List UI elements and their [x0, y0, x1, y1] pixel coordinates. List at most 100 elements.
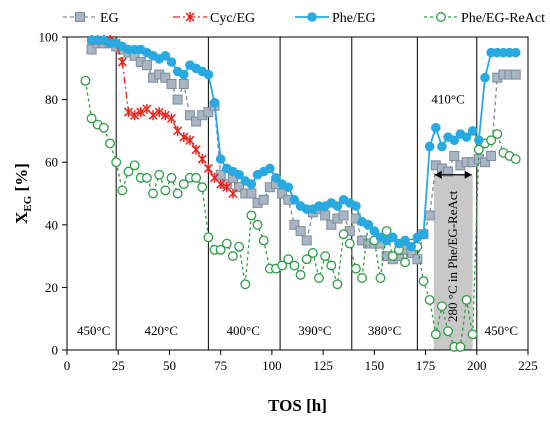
shading-layer	[433, 174, 473, 350]
data-point-phe-eg-react	[258, 235, 269, 246]
data-point-eg	[234, 182, 245, 193]
data-point-phe-eg-react	[148, 188, 159, 199]
temperature-label: 450°C	[77, 323, 110, 338]
data-point-phe-eg	[437, 141, 447, 152]
data-point-phe-eg-react	[178, 179, 189, 190]
data-point-eg	[443, 166, 454, 177]
data-point-phe-eg	[265, 163, 275, 174]
data-point-eg	[160, 72, 171, 83]
data-point-phe-eg	[166, 57, 177, 67]
data-point-phe-eg	[400, 235, 410, 246]
data-point-phe-eg-react	[338, 229, 349, 240]
y-axis-title: XEG [%]	[12, 163, 34, 224]
data-point-phe-eg-react	[117, 185, 128, 196]
data-point-cyc-eg	[154, 107, 164, 118]
data-point-phe-eg-react	[197, 182, 208, 193]
shaded-region	[433, 174, 473, 350]
data-point-phe-eg	[215, 154, 226, 164]
data-point-cyc-eg	[136, 107, 146, 118]
y-axis-title-symbol: X	[12, 211, 31, 224]
shaded-region-label: 280 °C in Phe/EG-ReAct	[445, 190, 460, 322]
data-point-phe-eg-react	[344, 238, 355, 249]
data-point-phe-eg-react	[141, 172, 152, 183]
x-tick-label: 25	[112, 358, 125, 373]
plot-frame	[66, 36, 529, 351]
data-point-eg	[172, 94, 183, 105]
label-layer: 450°C 420°C 400°C 390°C 380°C 410°C 450°C 280 °…	[77, 92, 518, 339]
x-tick-label: 200	[467, 358, 487, 373]
data-point-cyc-eg	[216, 179, 226, 190]
data-point-cyc-eg	[123, 107, 133, 118]
data-point-phe-eg-react	[510, 154, 521, 165]
x-tick-label: 75	[214, 358, 227, 373]
data-point-cyc-eg	[148, 110, 158, 121]
data-point-phe-eg-react	[461, 294, 472, 305]
data-point-phe-eg	[406, 241, 417, 252]
data-point-phe-eg-react	[473, 144, 484, 155]
data-point-phe-eg-react	[105, 138, 115, 149]
data-point-phe-eg-react	[203, 232, 214, 243]
data-point-phe-eg	[431, 122, 441, 133]
legend-label: Phe/EG	[332, 11, 376, 26]
data-point-phe-eg-react	[320, 251, 331, 262]
data-point-phe-eg	[510, 47, 521, 58]
data-point-phe-eg-react	[307, 248, 318, 258]
data-point-phe-eg-react	[111, 157, 122, 168]
plot-border	[66, 36, 529, 351]
data-point-cyc-eg	[228, 188, 238, 199]
data-point-eg	[326, 219, 337, 230]
legend-item-cyc-eg: Cyc/EG	[173, 11, 255, 26]
data-point-cyc-eg	[166, 113, 177, 124]
data-point-phe-eg	[418, 229, 429, 239]
data-point-phe-eg-react	[295, 269, 306, 280]
data-point-phe-eg	[332, 201, 343, 211]
data-point-phe-eg	[209, 97, 220, 108]
y-tick-label: 40	[45, 217, 58, 232]
data-point-phe-eg	[467, 126, 478, 136]
data-point-phe-eg-react	[387, 251, 398, 262]
data-point-phe-eg-react	[283, 254, 294, 265]
data-point-eg	[510, 69, 521, 80]
data-point-cyc-eg	[185, 135, 195, 146]
data-point-phe-eg	[307, 12, 317, 22]
data-point-eg	[178, 78, 189, 89]
data-point-phe-eg-react	[129, 160, 140, 171]
data-point-phe-eg-react	[172, 188, 183, 199]
temperature-label: 400°C	[227, 323, 260, 338]
data-point-eg	[449, 150, 460, 161]
data-point-phe-eg-react	[492, 129, 503, 139]
legend-item-phe-eg: Phe/EG	[295, 11, 376, 26]
data-point-eg	[166, 78, 177, 89]
data-point-phe-eg-react	[160, 185, 171, 196]
data-point-phe-eg	[234, 169, 244, 180]
x-tick-label: 175	[416, 358, 436, 373]
data-point-phe-eg-react	[228, 251, 238, 262]
y-tick-label: 80	[45, 92, 58, 107]
legend-item-phe-eg-react: Phe/EG-ReAct	[424, 11, 545, 26]
data-point-phe-eg-react	[80, 75, 91, 86]
data-point-eg	[479, 157, 490, 168]
data-point-cyc-eg	[185, 12, 195, 22]
data-point-phe-eg-react	[314, 273, 324, 283]
data-point-phe-eg-react	[486, 135, 497, 146]
data-point-eg	[295, 226, 306, 237]
data-point-eg	[424, 210, 435, 221]
temperature-label: 410°C	[431, 92, 464, 107]
data-point-phe-eg-react	[277, 260, 288, 271]
data-point-cyc-eg	[160, 110, 170, 121]
data-point-eg	[258, 194, 269, 205]
legend-item-eg: EG	[63, 11, 119, 26]
data-point-eg	[141, 60, 152, 71]
data-point-phe-eg-react	[400, 257, 411, 268]
data-point-eg	[184, 110, 195, 121]
data-point-phe-eg-react	[326, 260, 337, 271]
data-point-eg	[320, 210, 331, 221]
series-phe-eg-react	[80, 75, 521, 352]
series-layer	[80, 35, 521, 352]
data-point-phe-eg-react	[86, 113, 97, 124]
x-tick-label: 100	[262, 358, 282, 373]
data-point-phe-eg-react	[191, 172, 202, 183]
data-point-phe-eg	[271, 173, 281, 183]
data-point-cyc-eg	[117, 57, 127, 68]
